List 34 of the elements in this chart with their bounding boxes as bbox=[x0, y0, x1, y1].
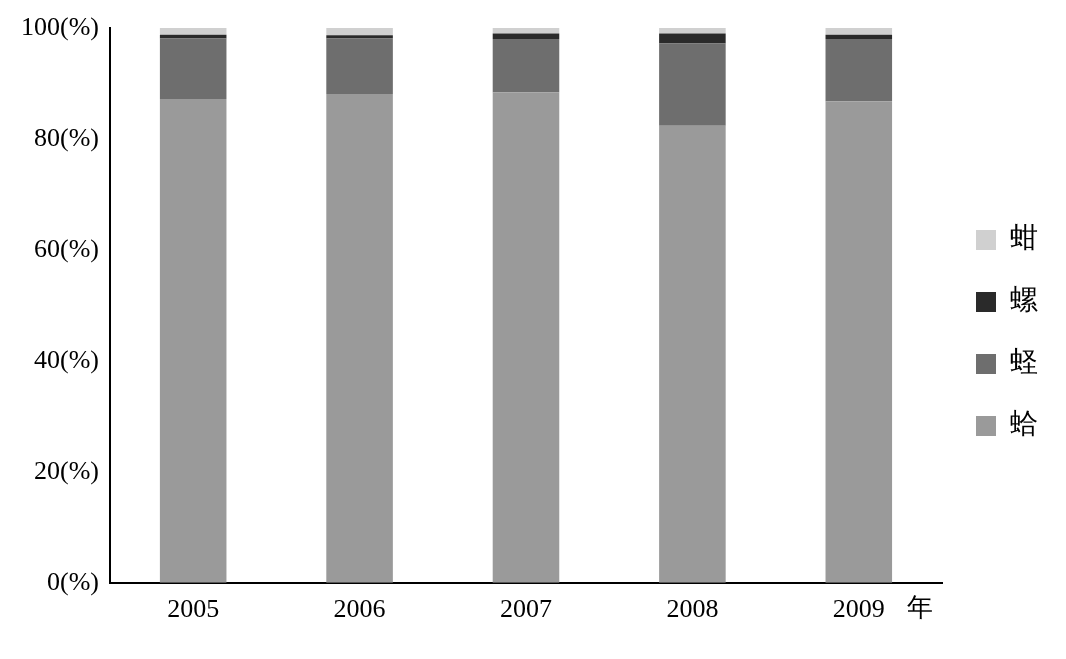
bar bbox=[326, 38, 393, 95]
y-tick-label: 20(%) bbox=[33, 455, 99, 485]
bar bbox=[659, 125, 726, 583]
bar bbox=[326, 35, 393, 39]
bar bbox=[825, 101, 893, 583]
x-tick-label: 2006 bbox=[333, 594, 386, 624]
x-tick-label: 2005 bbox=[167, 594, 220, 624]
bar bbox=[326, 28, 393, 36]
bar bbox=[825, 28, 893, 35]
bar bbox=[659, 28, 726, 34]
x-tick-label: 2009 bbox=[832, 594, 885, 624]
bar bbox=[825, 39, 893, 102]
bar bbox=[492, 28, 560, 34]
bar bbox=[492, 39, 560, 93]
bar bbox=[492, 92, 560, 583]
y-tick-label: 0(%) bbox=[46, 566, 99, 596]
legend-label: 螺 bbox=[1010, 284, 1038, 316]
y-tick-label: 40(%) bbox=[33, 344, 99, 374]
bar bbox=[159, 28, 227, 35]
legend-label: 蛏 bbox=[1010, 346, 1038, 378]
bar bbox=[659, 43, 726, 126]
x-tick-label: 2007 bbox=[499, 594, 552, 624]
x-axis-title: 年 bbox=[906, 592, 933, 622]
legend-label: 蛤 bbox=[1010, 408, 1038, 440]
legend-label: 蚶 bbox=[1010, 222, 1038, 254]
bar bbox=[159, 38, 227, 100]
bar bbox=[159, 34, 227, 39]
x-tick-label: 2008 bbox=[666, 594, 719, 624]
y-tick-label: 100(%) bbox=[20, 11, 99, 41]
bar bbox=[659, 33, 726, 44]
y-tick-label: 60(%) bbox=[33, 233, 99, 263]
y-tick-label: 80(%) bbox=[33, 122, 99, 152]
bar bbox=[326, 94, 393, 583]
bar bbox=[159, 99, 227, 583]
